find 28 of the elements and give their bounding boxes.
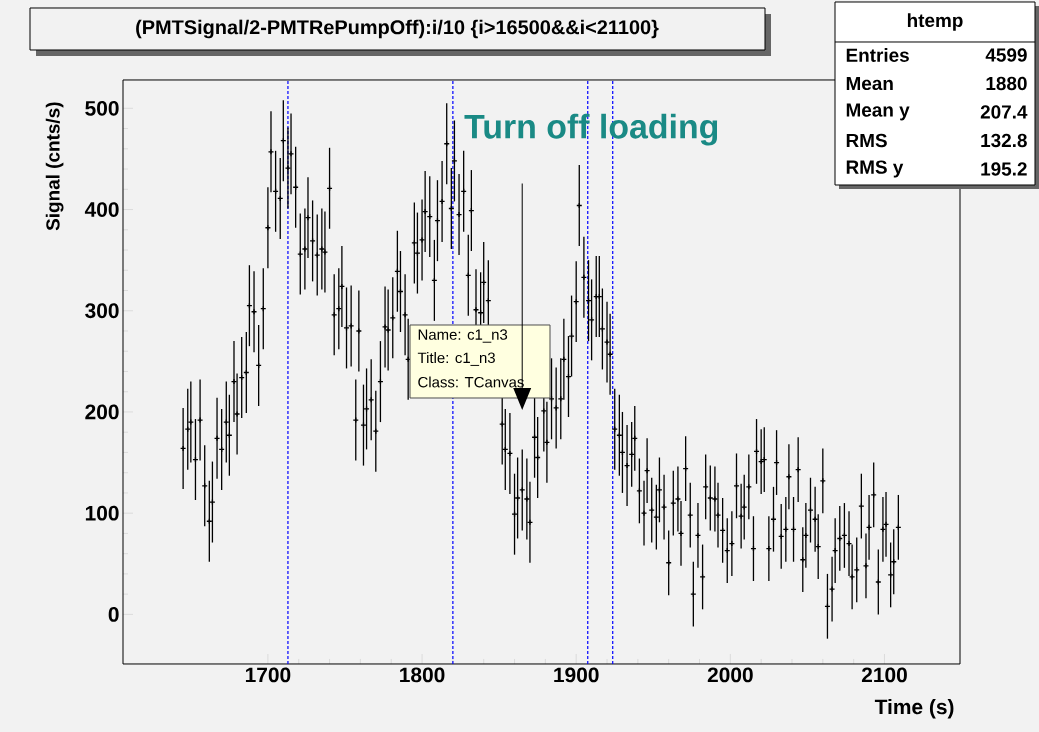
text: 195.2 [981,162,1027,176]
annotation: Mean [846,76,893,91]
y-tick-label: 0 [108,606,119,622]
text: 1880 [986,76,1027,91]
annotation: Name: c1_n3 [418,329,508,343]
annotation: Mean y [846,103,910,121]
y-tick-label: 400 [84,202,119,217]
text: 207.4 [980,105,1028,119]
annotation: Turn off loading [464,113,718,146]
x-tick-label: 1800 [400,667,445,683]
y-tick-label: 500 [85,100,119,116]
x-tick-label: 2100 [861,667,907,683]
y-tick-label: 100 [85,505,119,521]
x-axis-title: Time (s) [874,698,954,719]
annotation: RMS [846,133,887,148]
annotation: RMS y [846,160,904,178]
text: htemp [907,13,963,31]
chart-title: (PMTSignal/2-PMTRePumpOff):i/10 {i>16500&&i<21100} [136,19,659,39]
y-tick-label: 200 [85,404,119,420]
text: Entries [846,48,909,62]
x-tick-label: 2000 [707,667,753,683]
x-tick-label: 1700 [245,667,291,683]
y-axis-title: Signal (cnts/s) [45,102,64,231]
y-tick-label: 300 [85,303,119,319]
annotation: Title: c1_n3 [417,352,495,366]
text: 132.8 [981,133,1027,148]
text: 4599 [985,48,1027,62]
x-tick-label: 1900 [554,667,599,683]
